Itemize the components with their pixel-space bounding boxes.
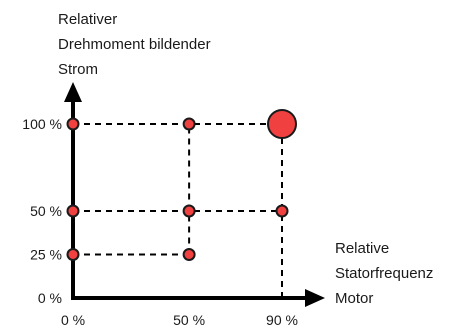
data-points — [66, 109, 297, 261]
y-tick-label: 0 % — [38, 290, 62, 306]
highlight-point — [267, 109, 297, 139]
x-axis-label: Relative Statorfrequenz Motor — [335, 240, 433, 307]
x-axis-arrow — [305, 289, 325, 307]
data-point — [66, 248, 80, 261]
axes — [64, 82, 325, 307]
y-axis-arrow — [64, 82, 82, 102]
tick-labels: 0 % 50 % 90 % 0 % 25 % 50 % 100 % — [22, 116, 298, 328]
y-axis-label-line: Strom — [58, 61, 98, 78]
x-axis-label-line: Motor — [335, 290, 373, 307]
guide-lines — [73, 123, 283, 298]
x-tick-label: 0 % — [61, 312, 85, 328]
data-point — [182, 248, 196, 261]
x-axis-label-line: Statorfrequenz — [335, 265, 433, 282]
x-axis-label-line: Relative — [335, 240, 389, 257]
data-point — [182, 117, 196, 131]
data-point — [182, 204, 196, 218]
data-point — [275, 204, 289, 218]
y-axis-label: Relativer Drehmoment bildender Strom — [58, 11, 211, 78]
y-axis-label-line: Relativer — [58, 11, 117, 28]
x-tick-label: 50 % — [173, 312, 205, 328]
x-tick-label: 90 % — [266, 312, 298, 328]
data-point — [66, 204, 80, 218]
y-axis-label-line: Drehmoment bildender — [58, 36, 211, 53]
y-tick-label: 50 % — [30, 203, 62, 219]
data-point — [66, 117, 80, 131]
y-tick-label: 100 % — [22, 116, 62, 132]
y-tick-label: 25 % — [30, 247, 62, 263]
